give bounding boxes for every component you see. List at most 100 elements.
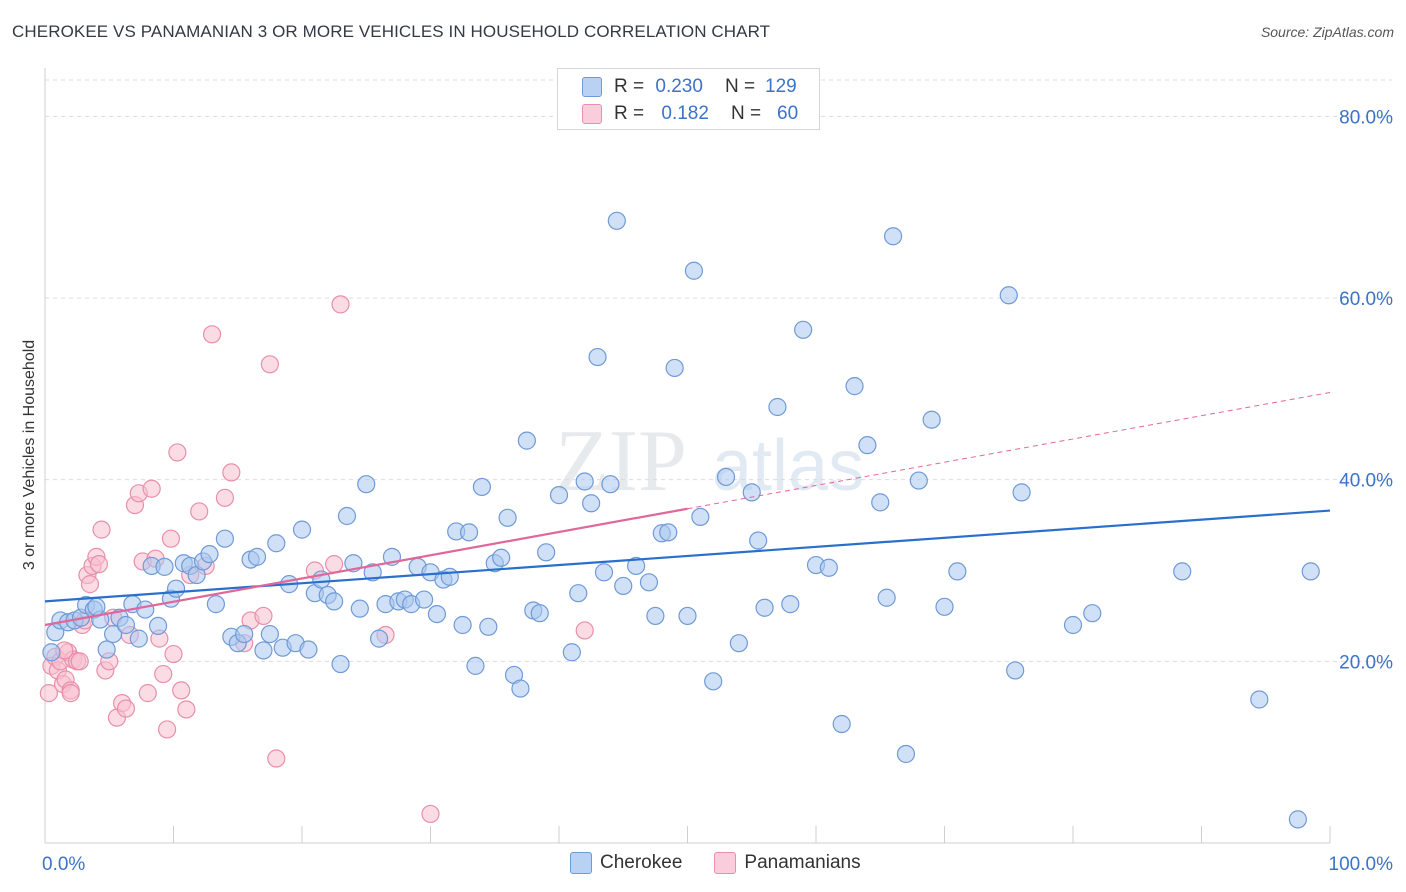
- panamanian-point: [421, 804, 440, 824]
- cherokee-point: [97, 640, 116, 659]
- cherokee-point: [136, 600, 155, 619]
- cherokee-point: [1012, 483, 1031, 502]
- cherokee-point: [427, 604, 447, 624]
- cherokee-point: [517, 431, 536, 450]
- panamanian-point: [154, 664, 173, 684]
- cherokee-point: [704, 672, 723, 691]
- panamanian-point: [222, 463, 241, 482]
- cherokee-point: [1006, 661, 1025, 680]
- cherokee-point: [479, 617, 498, 636]
- cherokee-point: [511, 679, 530, 698]
- cherokee-point: [935, 597, 954, 616]
- cherokee-point: [646, 606, 665, 626]
- cherokee-point: [575, 472, 594, 491]
- chart-title: CHEROKEE VS PANAMANIAN 3 OR MORE VEHICLE…: [12, 22, 771, 41]
- y-tick-label: 40.0%: [1339, 471, 1393, 492]
- cherokee-point: [845, 377, 864, 396]
- cherokee-point: [116, 615, 136, 635]
- panamanian-point: [116, 699, 136, 718]
- cherokee-point: [200, 545, 219, 564]
- n-label: N =: [724, 76, 756, 97]
- correlation-legend: R = 0.230 N = 129 R = 0.182 N = 60: [557, 68, 820, 130]
- y-tick-label: 60.0%: [1339, 289, 1393, 310]
- panamanian-point: [164, 644, 183, 664]
- watermark-zip: ZIP: [555, 413, 687, 510]
- panamanian-point: [254, 606, 273, 626]
- cherokee-point: [948, 562, 967, 581]
- cherokee-point: [350, 599, 369, 618]
- cherokee-point: [639, 573, 659, 592]
- cherokee-point: [1250, 690, 1269, 709]
- panamanian-point: [172, 681, 191, 700]
- cherokee-point: [871, 493, 890, 512]
- panamanians-swatch: [714, 852, 737, 874]
- cherokee-point: [247, 547, 267, 566]
- n-value: 129: [765, 76, 797, 97]
- cherokee-point: [492, 548, 511, 567]
- cherokee-point: [569, 584, 588, 603]
- y-tick-label: 80.0%: [1339, 107, 1393, 128]
- panamanian-point: [190, 502, 209, 521]
- legend-label: Cherokee: [600, 852, 683, 873]
- panamanian-point: [331, 295, 350, 314]
- cherokee-point: [896, 744, 916, 764]
- panamanians-points: [39, 295, 594, 824]
- cherokee-point: [909, 471, 928, 490]
- legend-row-cherokee: R = 0.230 N = 129: [582, 74, 797, 100]
- source-label: Source: ZipAtlas.com: [1260, 24, 1394, 40]
- cherokee-point: [254, 641, 273, 660]
- cherokee-point: [537, 543, 556, 562]
- cherokee-point: [370, 629, 389, 648]
- cherokee-point: [781, 595, 800, 614]
- cherokee-point: [614, 576, 633, 596]
- cherokee-point: [148, 616, 168, 636]
- cherokee-point: [104, 624, 123, 644]
- cherokee-point: [1063, 615, 1083, 635]
- panamanian-point: [168, 443, 187, 462]
- legend-item-panamanians: Panamanians: [714, 852, 861, 874]
- cherokee-point: [414, 590, 434, 609]
- cherokee-point: [299, 640, 318, 659]
- cherokee-point: [129, 629, 148, 648]
- cherokee-point: [206, 595, 226, 614]
- cherokee-point: [166, 579, 186, 598]
- cherokee-point: [659, 523, 678, 542]
- cherokee-point: [267, 534, 286, 553]
- cherokee-point: [665, 358, 684, 378]
- y-tick-label: 20.0%: [1339, 652, 1393, 673]
- cherokee-point: [562, 643, 581, 662]
- cherokee-point: [883, 227, 903, 246]
- cherokee-point: [832, 714, 851, 734]
- cherokee-point: [472, 477, 491, 497]
- watermark-atlas: atlas: [712, 426, 864, 506]
- cherokee-point: [337, 506, 357, 526]
- cherokee-point: [1301, 562, 1320, 581]
- cherokee-point: [716, 467, 736, 487]
- cherokee-point: [459, 523, 479, 542]
- panamanian-point: [260, 355, 279, 374]
- cherokee-point: [466, 656, 485, 675]
- panamanian-trend-line: [44, 507, 688, 627]
- cherokee-point: [755, 598, 774, 617]
- panamanian-point: [92, 520, 111, 539]
- cherokee-point: [1173, 562, 1192, 581]
- cherokee-point: [357, 475, 376, 494]
- panamanian-point: [575, 621, 594, 640]
- panamanian-point: [39, 684, 58, 703]
- panamanian-point: [215, 488, 234, 507]
- cherokee-point: [819, 558, 838, 577]
- r-label: R =: [614, 76, 645, 97]
- axes: [44, 68, 1331, 844]
- cherokee-point: [594, 563, 614, 582]
- cherokee-point: [922, 410, 941, 429]
- r-value: 0.230: [655, 76, 703, 97]
- y-axis-title: 3 or more Vehicles in Household: [21, 339, 38, 571]
- cherokee-point: [498, 508, 517, 527]
- cherokee-point: [691, 507, 710, 527]
- n-value: 60: [777, 103, 799, 124]
- panamanian-trend-extension: [687, 391, 1331, 510]
- panamanian-point: [61, 684, 80, 703]
- n-label: N =: [730, 103, 762, 124]
- panamanian-point: [70, 652, 89, 671]
